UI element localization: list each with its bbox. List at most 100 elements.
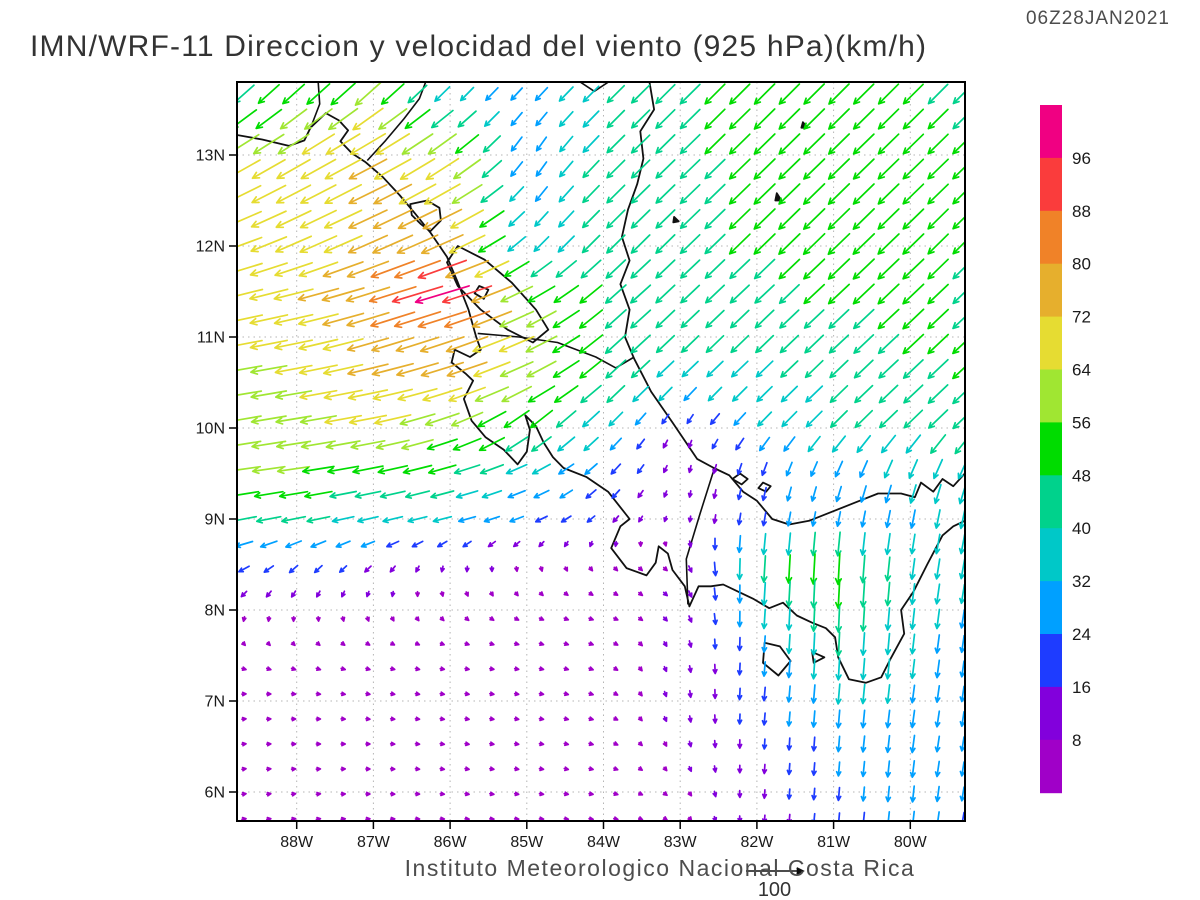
wind-arrow xyxy=(365,641,371,646)
wind-arrow xyxy=(905,434,922,454)
wind-arrow xyxy=(489,741,495,747)
wind-arrow xyxy=(630,334,651,354)
wind-arrow xyxy=(373,183,413,205)
wind-arrow xyxy=(828,83,850,105)
wind-arrow xyxy=(330,82,356,106)
wind-arrow xyxy=(909,608,916,630)
wind-arrow xyxy=(552,359,580,379)
wind-arrow xyxy=(290,691,297,697)
wind-arrow xyxy=(259,540,278,549)
wind-arrow xyxy=(909,734,916,754)
wind-arrow xyxy=(959,583,965,605)
wind-arrow xyxy=(828,334,850,354)
wind-arrow xyxy=(885,734,892,754)
wind-arrow xyxy=(927,384,949,404)
wind-arrow xyxy=(778,208,801,230)
wind-arrow xyxy=(687,565,693,573)
wind-arrow xyxy=(834,578,843,610)
wind-arrow xyxy=(255,515,282,524)
wind-arrow xyxy=(761,511,767,527)
wind-arrow xyxy=(810,605,818,633)
wind-arrow xyxy=(325,133,361,155)
wind-arrow xyxy=(279,108,308,130)
wind-arrow xyxy=(634,412,647,426)
wind-arrow xyxy=(451,183,483,205)
wind-arrow xyxy=(835,683,842,705)
wind-arrow xyxy=(241,615,247,623)
wind-arrow xyxy=(237,133,260,150)
wind-arrow xyxy=(439,616,445,622)
wind-arrow xyxy=(959,685,965,703)
wind-arrow xyxy=(810,632,818,656)
wind-arrow xyxy=(712,790,718,798)
wind-arrow xyxy=(663,490,668,498)
wind-arrow xyxy=(453,158,482,180)
wind-arrow xyxy=(860,709,867,729)
wind-arrow xyxy=(291,615,297,623)
colorbar: 96 88 80 72 64 56 48 40 32 24 16 8 xyxy=(1040,105,1091,794)
wind-arrow xyxy=(450,209,485,229)
wind-arrow xyxy=(884,532,891,556)
wind-arrow xyxy=(908,459,919,479)
wind-arrow xyxy=(489,791,495,797)
wind-arrow xyxy=(365,666,371,672)
wind-arrow xyxy=(656,360,675,378)
wind-arrow xyxy=(513,791,520,797)
wind-arrow xyxy=(489,641,495,647)
wind-arrow xyxy=(535,111,548,127)
wind-arrow xyxy=(371,362,414,377)
wind-arrow xyxy=(310,540,327,549)
wind-arrow xyxy=(251,184,287,204)
wind-arrow xyxy=(803,108,826,130)
wind-arrow xyxy=(427,464,457,475)
wind-arrow xyxy=(513,716,520,722)
wind-arrow xyxy=(558,185,575,203)
wind-arrow xyxy=(588,816,594,821)
wind-arrow xyxy=(909,633,916,655)
wind-arrow xyxy=(952,140,965,155)
wind-arrow xyxy=(761,686,768,702)
wind-arrow xyxy=(786,813,792,821)
wind-arrow xyxy=(753,208,776,230)
wind-arrow xyxy=(439,766,446,772)
wind-arrow xyxy=(322,312,365,327)
wind-arrow xyxy=(538,566,544,572)
wind-arrow xyxy=(372,234,414,254)
wind-arrow xyxy=(251,440,287,450)
colorbar-label: 80 xyxy=(1072,255,1091,274)
wind-arrow xyxy=(753,183,776,205)
wind-arrow xyxy=(927,183,949,205)
wind-arrow xyxy=(902,158,925,180)
wind-arrow xyxy=(831,435,847,453)
wind-arrow xyxy=(704,208,726,230)
wind-arrow xyxy=(687,439,693,449)
wind-arrow xyxy=(347,234,389,254)
wind-arrow xyxy=(389,691,396,697)
wind-arrow xyxy=(606,234,626,254)
wind-arrow xyxy=(275,184,312,204)
wind-arrow xyxy=(266,615,272,623)
wind-arrow xyxy=(712,714,718,724)
wind-arrow xyxy=(563,641,570,647)
colorbar-swatch xyxy=(1040,686,1062,741)
wind-arrow xyxy=(853,334,875,354)
wind-arrow xyxy=(396,362,439,377)
wind-arrow xyxy=(884,607,892,631)
wind-arrow xyxy=(927,208,949,230)
wind-arrow xyxy=(285,540,303,549)
wind-arrow xyxy=(935,811,940,821)
wind-arrow xyxy=(704,233,726,255)
wind-arrow xyxy=(411,540,424,548)
wind-arrow xyxy=(737,713,743,725)
wind-arrow xyxy=(655,259,676,279)
wind-arrow xyxy=(613,616,619,621)
wind-arrow xyxy=(755,360,774,378)
colorbar-swatch xyxy=(1040,316,1062,370)
wind-arrow xyxy=(241,716,247,722)
wind-arrow xyxy=(663,515,669,523)
wind-arrow xyxy=(581,234,601,254)
wind-arrow xyxy=(637,816,644,821)
wind-arrow xyxy=(909,709,916,729)
wind-arrow xyxy=(313,564,323,574)
wind-arrow xyxy=(380,83,405,105)
